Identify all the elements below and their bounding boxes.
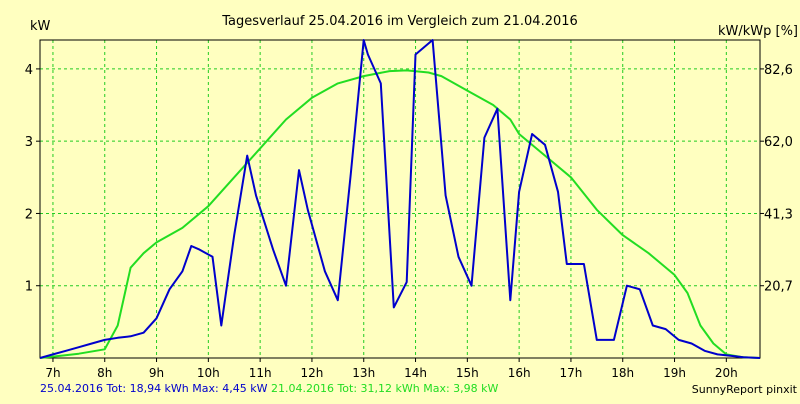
footer-summary-part-1: 21.04.2016 Tot: 31,12 kWh Max: 3,98 kW (267, 382, 498, 395)
x-tick-label-11: 18h (611, 366, 634, 380)
x-tick-label-5: 12h (301, 366, 324, 380)
footer-credit: SunnyReport pinxit (692, 383, 798, 396)
y2-tick-label-2: 62,0 (764, 135, 793, 150)
plot-frame (39, 39, 761, 359)
x-ticks: 7h 8h 9h 10h 11h 12h 13h 14h 15h 16h 17h 18h 19h 20h (45, 358, 738, 380)
x-tick-label-0: 7h (45, 366, 60, 380)
series-line-0 (39, 39, 761, 359)
x-tick-label-12: 19h (663, 366, 686, 380)
y-axis-label-right: kW/kWp [%] (718, 24, 798, 39)
x-tick-label-4: 11h (249, 366, 272, 380)
y-tick-label-1: 2 (25, 207, 33, 222)
series-layer (39, 39, 761, 359)
y-tick-label-3: 4 (25, 63, 33, 78)
footer-summary: 25.04.2016 Tot: 18,94 kWh Max: 4,45 kW 2… (40, 382, 499, 395)
y2-tick-label-0: 20,7 (764, 280, 793, 295)
x-tick-label-2: 9h (149, 366, 164, 380)
x-tick-label-13: 20h (715, 366, 738, 380)
x-tick-label-9: 16h (508, 366, 531, 380)
y2-tick-label-1: 41,3 (764, 207, 793, 222)
x-tick-label-6: 13h (352, 366, 375, 380)
y-axis-label-left: kW (30, 19, 51, 34)
footer-summary-part-0: 25.04.2016 Tot: 18,94 kWh Max: 4,45 kW (40, 382, 268, 395)
x-tick-label-8: 15h (456, 366, 479, 380)
x-tick-label-1: 8h (97, 366, 112, 380)
chart-title: Tagesverlauf 25.04.2016 im Vergleich zum… (221, 14, 578, 29)
x-tick-label-10: 17h (559, 366, 582, 380)
y-tick-label-2: 3 (25, 135, 33, 150)
grid-layer (40, 40, 760, 358)
y-tick-label-0: 1 (25, 280, 33, 295)
y-ticks-left: 1 2 3 4 (25, 63, 40, 295)
x-tick-label-7: 14h (404, 366, 427, 380)
x-tick-label-3: 10h (197, 366, 220, 380)
y-ticks-right: 20,7 41,3 62,0 82,6 (760, 63, 793, 295)
y2-tick-label-3: 82,6 (764, 63, 793, 78)
series-line-1 (39, 69, 761, 359)
